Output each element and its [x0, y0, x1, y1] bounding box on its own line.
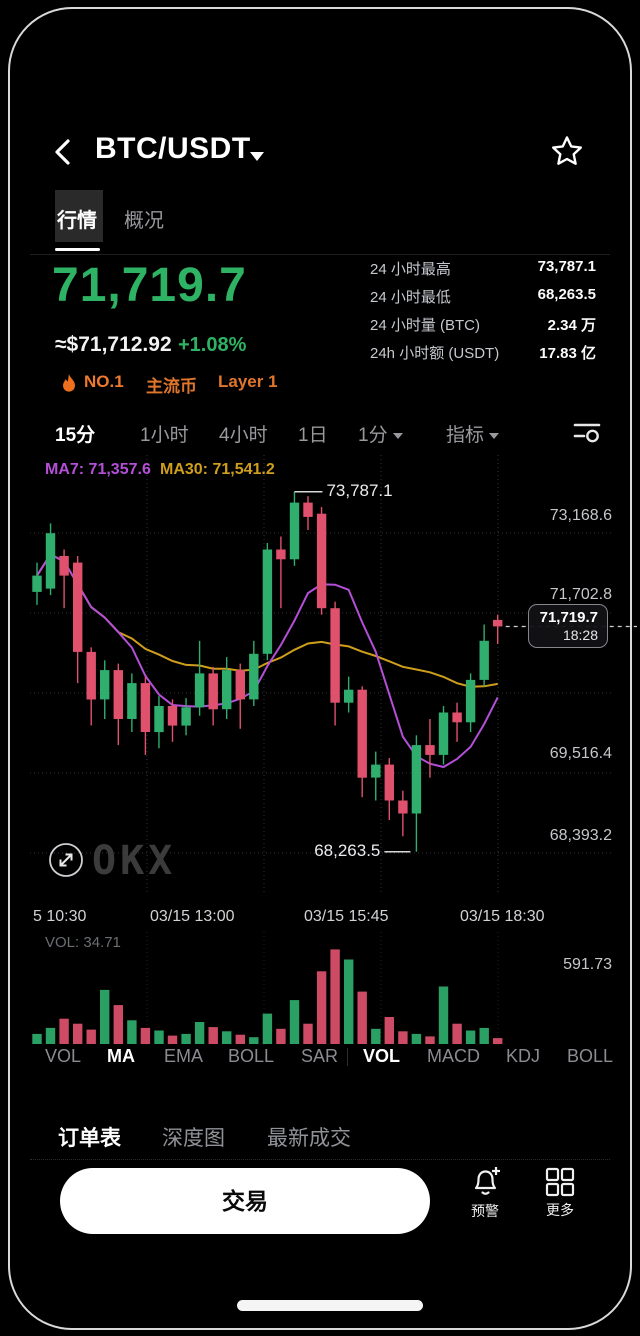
- stat-high-value: 73,787.1: [537, 258, 596, 275]
- more-button[interactable]: 更多: [530, 1166, 590, 1220]
- tab-quotes[interactable]: 行情: [57, 210, 97, 232]
- flame-icon: [63, 374, 75, 392]
- y-axis-label: 68,393.2: [549, 827, 612, 844]
- trade-button[interactable]: 交易: [60, 1168, 430, 1234]
- alert-label: 预警: [471, 1203, 499, 1219]
- chart-settings-icon[interactable]: [572, 418, 602, 444]
- current-price-time: 18:28: [562, 627, 598, 644]
- indicator-macd[interactable]: MACD: [427, 1046, 480, 1066]
- x-axis-label: 5 10:30: [33, 908, 87, 925]
- timeframe-4h[interactable]: 4小时: [219, 425, 268, 446]
- tab-overview[interactable]: 概况: [124, 210, 164, 232]
- bottom-divider: [30, 1159, 610, 1160]
- back-button[interactable]: [50, 137, 76, 167]
- y-axis-label: 69,516.4: [549, 745, 612, 762]
- volume-axis-max: 591.73: [563, 956, 612, 973]
- timeframe-1h[interactable]: 1小时: [140, 425, 189, 446]
- current-price-tag: 71,719.7 18:28: [528, 604, 608, 649]
- alert-button[interactable]: 预警: [455, 1166, 515, 1221]
- tab-order-book[interactable]: 订单表: [58, 1127, 121, 1150]
- okx-watermark: OKX: [92, 838, 177, 884]
- indicator-dropdown[interactable]: 指标: [446, 420, 500, 447]
- low-annotation: 68,263.5: [314, 840, 381, 860]
- ma7-legend: MA7: 71,357.6: [45, 461, 151, 478]
- indicator-ema[interactable]: EMA: [164, 1046, 204, 1066]
- stat-turnover-label: 24h 小时额 (USDT): [370, 345, 500, 362]
- x-axis-label: 03/15 18:30: [460, 908, 545, 925]
- change-percent: +1.08%: [178, 334, 247, 356]
- stat-low-value: 68,263.5: [537, 286, 596, 303]
- y-axis-label: 73,168.6: [549, 507, 612, 524]
- indicator-kdj[interactable]: KDJ: [506, 1046, 541, 1066]
- active-tab-highlight: [55, 190, 103, 242]
- stat-turnover-value: 17.83 亿: [539, 345, 596, 362]
- last-price: 71,719.7: [52, 259, 247, 312]
- badge-rank[interactable]: NO.1: [84, 372, 124, 391]
- stat-volume-value: 2.34 万: [547, 317, 596, 334]
- y-axis-label: 71,702.8: [549, 586, 612, 603]
- timeframe-15m[interactable]: 15分: [55, 425, 96, 446]
- home-indicator[interactable]: [237, 1300, 423, 1311]
- x-axis-label: 03/15 13:00: [150, 908, 235, 925]
- fiat-price: ≈$71,712.92: [55, 333, 172, 356]
- badge-mainstream[interactable]: 主流币: [146, 377, 197, 396]
- stat-low-label: 24 小时最低: [370, 289, 451, 306]
- more-label: 更多: [546, 1202, 574, 1218]
- caret-down-icon: [392, 432, 403, 439]
- pair-title[interactable]: BTC/USDT: [95, 132, 251, 165]
- timeframe-1m-dropdown[interactable]: 1分: [358, 420, 403, 447]
- tab-latest-trades[interactable]: 最新成交: [267, 1127, 351, 1150]
- grid-icon: [545, 1167, 575, 1197]
- timeframe-1m-label: 1分: [358, 425, 388, 446]
- ma30-legend: MA30: 71,541.2: [160, 461, 275, 478]
- volume-chart[interactable]: [0, 932, 640, 1046]
- stat-volume-label: 24 小时量 (BTC): [370, 317, 481, 334]
- indicator-divider: [347, 1048, 348, 1066]
- indicator-vol-sub[interactable]: VOL: [363, 1046, 401, 1066]
- indicator-sar[interactable]: SAR: [301, 1046, 339, 1066]
- caret-down-icon: [489, 432, 500, 439]
- stat-high-label: 24 小时最高: [370, 261, 451, 278]
- pair-dropdown-caret-icon[interactable]: [247, 149, 267, 163]
- tab-underline: [55, 248, 100, 251]
- tab-depth-chart[interactable]: 深度图: [162, 1127, 225, 1150]
- timeframe-1d[interactable]: 1日: [298, 425, 328, 446]
- current-price-value: 71,719.7: [539, 609, 598, 627]
- volume-legend: VOL: 34.71: [45, 934, 121, 951]
- indicator-dropdown-label: 指标: [446, 425, 485, 446]
- fullscreen-expand-icon[interactable]: [48, 842, 84, 878]
- favorite-star-icon[interactable]: [550, 134, 584, 168]
- indicator-vol-main[interactable]: VOL: [45, 1046, 82, 1066]
- bell-plus-icon: [474, 1167, 500, 1195]
- high-annotation: 73,787.1: [326, 480, 393, 500]
- candlestick-chart[interactable]: [0, 455, 640, 895]
- badge-layer1[interactable]: Layer 1: [218, 372, 278, 391]
- indicator-boll-sub[interactable]: BOLL: [567, 1046, 614, 1066]
- indicator-boll[interactable]: BOLL: [228, 1046, 275, 1066]
- x-axis-label: 03/15 15:45: [304, 908, 389, 925]
- indicator-ma[interactable]: MA: [107, 1046, 135, 1066]
- header-divider: [30, 254, 610, 255]
